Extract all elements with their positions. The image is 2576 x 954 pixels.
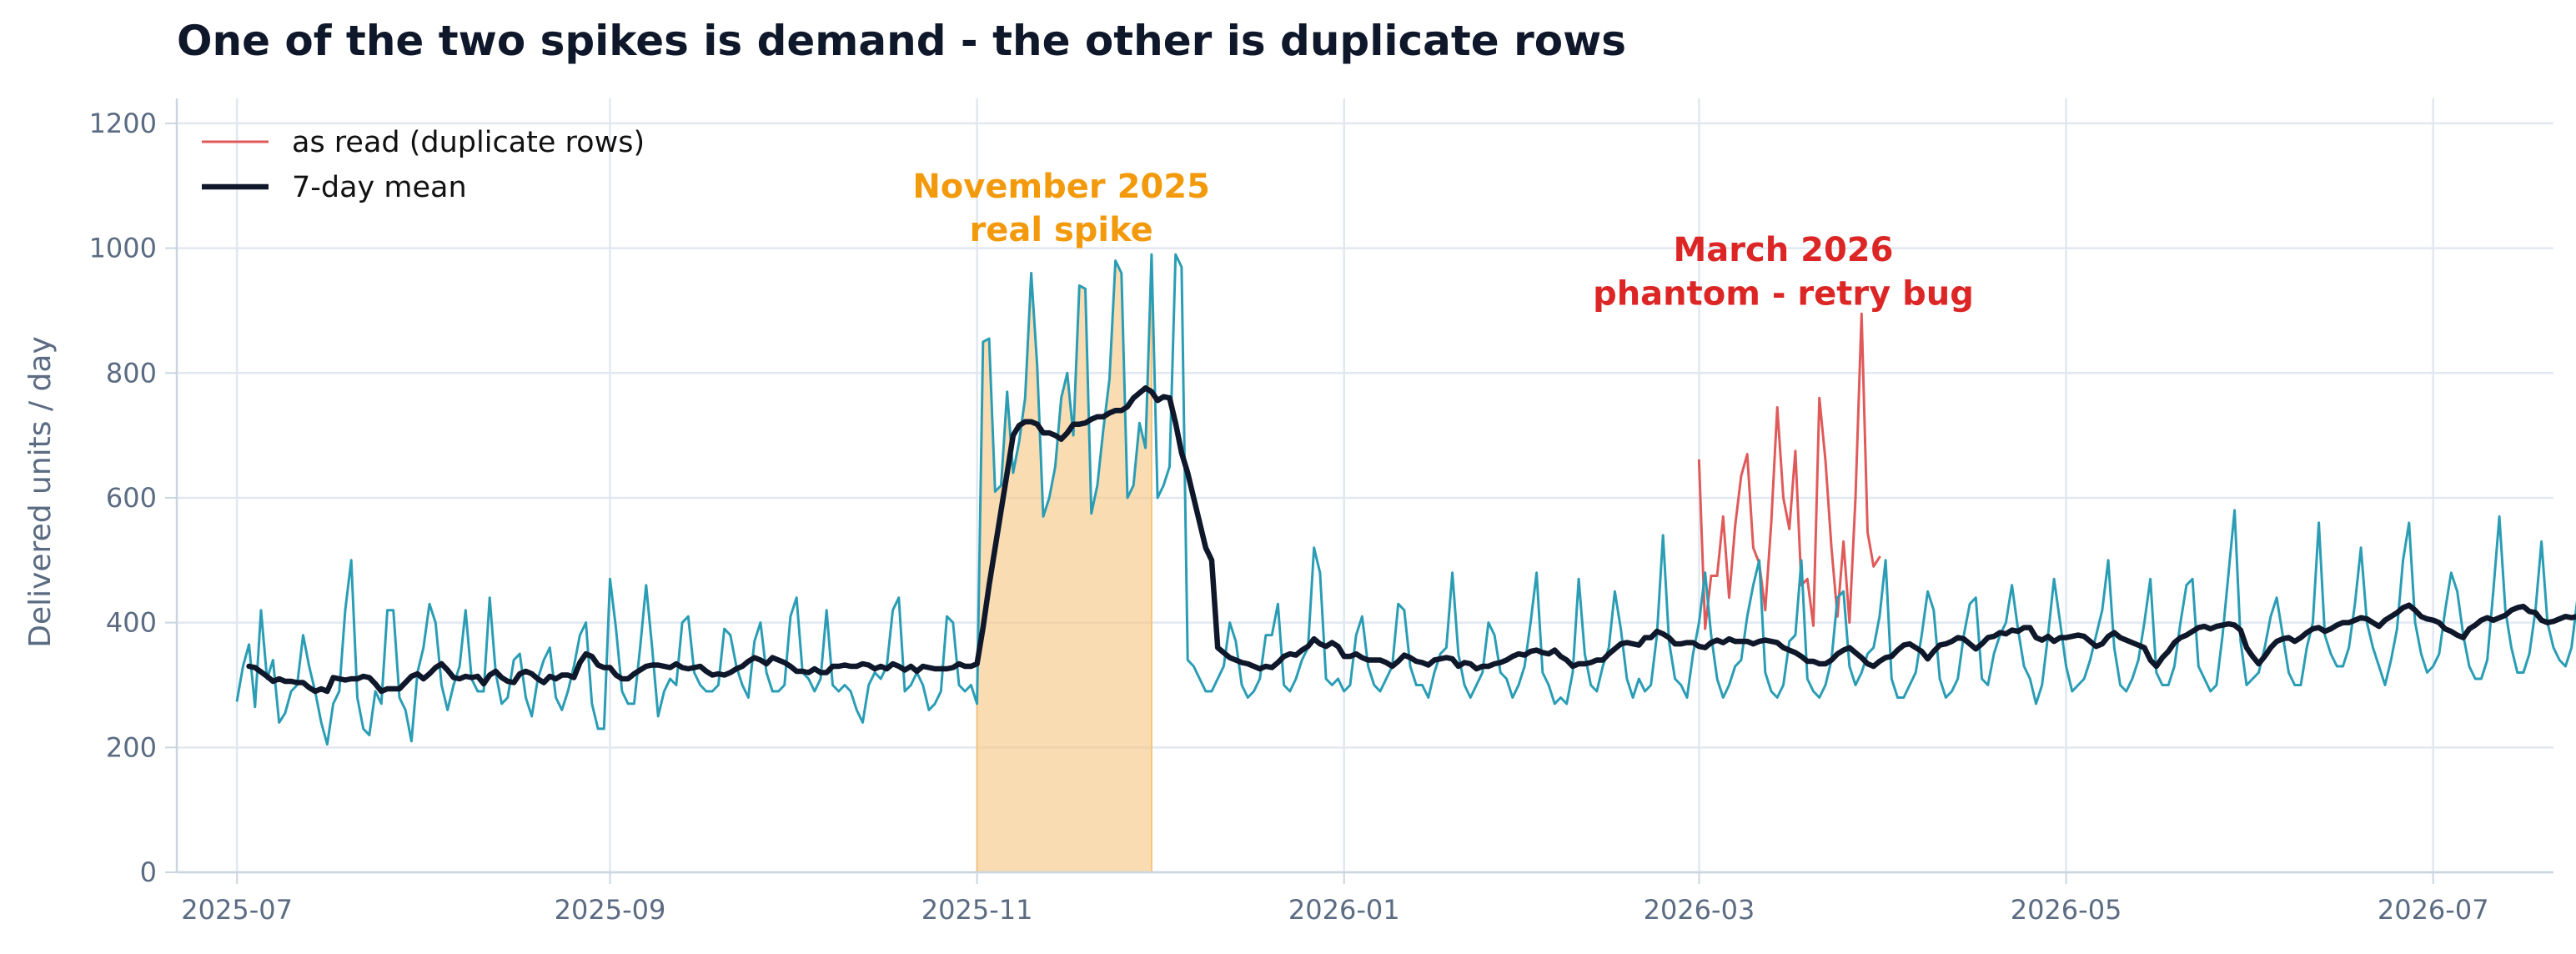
x-tick-label: 2025-09 (555, 894, 666, 926)
mean-7day-line (246, 385, 2576, 695)
real-spike-annotation: November 2025 (912, 168, 1210, 206)
series-layer (235, 253, 2576, 746)
axes: 0 200 400 600 800 1000 1200 2025-07 2025-09 2025-… (89, 98, 2553, 926)
x-tick-label: 2026-03 (1644, 894, 1755, 926)
y-tick-label: 1200 (89, 108, 157, 139)
chart-title: One of the two spikes is demand - the ot… (177, 17, 1626, 65)
y-tick-label: 800 (106, 357, 157, 389)
x-tick-label: 2025-07 (181, 894, 293, 926)
x-tick-label: 2026-07 (2378, 894, 2489, 926)
y-tick-label: 200 (106, 731, 157, 763)
x-tick-label: 2026-01 (1288, 894, 1400, 926)
phantom-annotation: March 2026 (1673, 231, 1893, 269)
daily-delivered-line (235, 253, 2576, 746)
legend-label-duplicate: as read (duplicate rows) (292, 126, 645, 159)
annotations: November 2025 real spike March 2026 phantom… (912, 168, 1974, 314)
y-axis-label: Delivered units / day (23, 336, 58, 648)
grid-lines (177, 98, 2553, 874)
y-tick-label: 1000 (89, 233, 157, 264)
legend: as read (duplicate rows) 7-day mean (202, 126, 645, 204)
real-spike-annotation: real spike (969, 211, 1152, 249)
phantom-annotation: phantom - retry bug (1593, 274, 1974, 313)
legend-label-mean: 7-day mean (292, 171, 467, 204)
y-tick-label: 400 (106, 607, 157, 639)
y-tick-label: 0 (140, 856, 157, 888)
x-tick-label: 2025-11 (921, 894, 1033, 926)
x-tick-label: 2026-05 (2011, 894, 2122, 926)
y-tick-label: 600 (106, 482, 157, 514)
duplicate-rows-line (1697, 312, 1881, 630)
